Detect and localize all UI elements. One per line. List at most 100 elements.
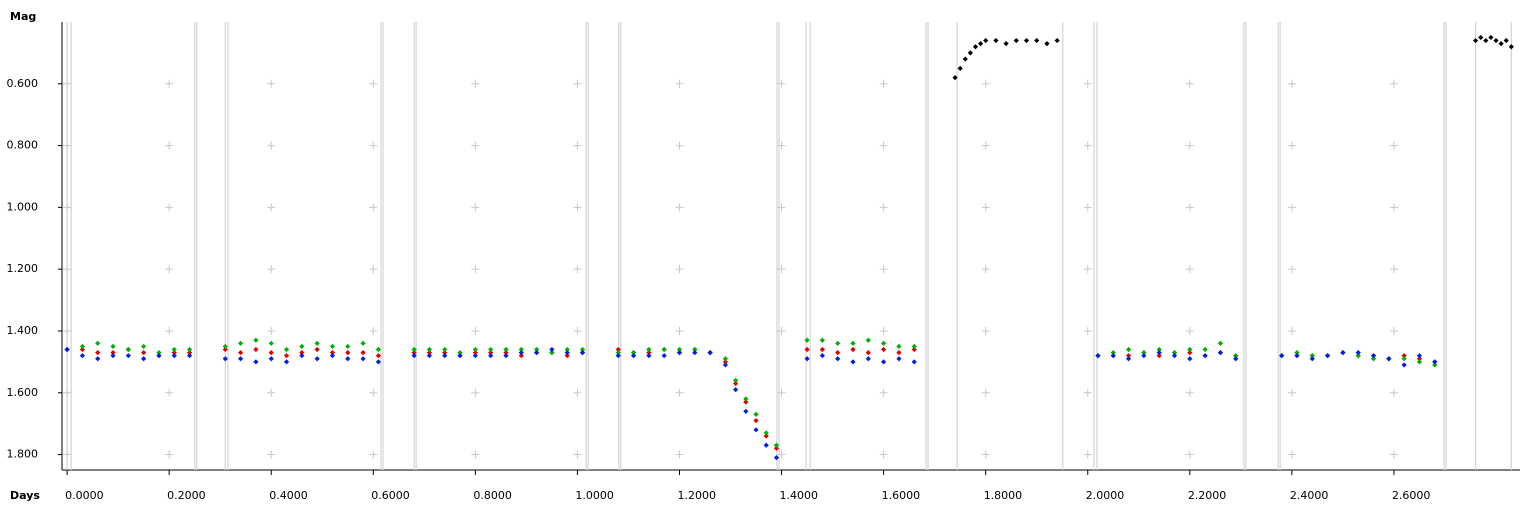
data-point (299, 353, 305, 359)
grid-marker (777, 265, 786, 274)
x-tick-label: 1.4000 (780, 489, 819, 502)
data-point (1044, 41, 1050, 47)
data-point (1125, 346, 1132, 353)
data-point (1217, 349, 1224, 356)
grid-marker (777, 388, 786, 397)
data-point (1294, 353, 1300, 359)
data-point (125, 346, 131, 353)
data-point (1508, 44, 1514, 50)
data-point (283, 346, 290, 353)
data-point (896, 356, 902, 362)
data-point (1355, 353, 1361, 359)
x-axis-label: Days (10, 489, 40, 502)
data-point (615, 349, 621, 356)
grid-marker (675, 141, 684, 150)
data-point (345, 356, 351, 362)
grid-marker (1389, 265, 1398, 274)
x-tick-label: 2.6000 (1392, 489, 1431, 502)
data-point (993, 37, 999, 44)
data-point (804, 346, 810, 353)
data-point (564, 346, 570, 353)
data-point (171, 349, 177, 356)
data-point (503, 353, 509, 359)
y-tick-label: 1.000 (7, 200, 39, 213)
grid-marker (1389, 141, 1398, 150)
data-point (488, 353, 494, 359)
data-point (1187, 349, 1193, 356)
x-tick-label: 1.6000 (882, 489, 921, 502)
data-point (426, 353, 433, 359)
grid-marker (879, 141, 888, 150)
data-point (110, 353, 116, 359)
data-point (534, 346, 540, 353)
data-point (503, 349, 509, 356)
data-point (411, 346, 417, 353)
data-point (1003, 41, 1009, 47)
data-point (773, 442, 780, 448)
data-point (329, 343, 336, 350)
data-point (314, 340, 320, 346)
data-point (692, 349, 698, 356)
grid-marker (1083, 326, 1092, 335)
data-point (1187, 356, 1193, 362)
data-point (472, 353, 478, 359)
data-point (488, 346, 494, 353)
data-point (1498, 41, 1504, 47)
grid-marker (165, 265, 174, 274)
data-point (722, 356, 729, 362)
data-point (222, 346, 228, 353)
data-point (95, 349, 101, 356)
grid-marker (1287, 450, 1296, 459)
data-point (850, 359, 856, 365)
data-point (865, 349, 871, 356)
data-point (1156, 346, 1162, 353)
data-point (1401, 353, 1407, 359)
data-point (1141, 353, 1147, 359)
grid-marker (267, 265, 276, 274)
data-point (411, 353, 417, 359)
data-point (753, 427, 759, 433)
data-point (967, 50, 973, 56)
data-point (911, 343, 917, 350)
grid-marker (1185, 265, 1194, 274)
data-point (1156, 349, 1162, 356)
x-tick-label: 2.2000 (1188, 489, 1227, 502)
data-point (186, 349, 193, 356)
data-point (1202, 353, 1208, 359)
grid-marker (675, 388, 684, 397)
grid-marker (981, 326, 990, 335)
grid-marker (369, 326, 378, 335)
data-point (238, 349, 244, 356)
x-tick-label: 1.8000 (984, 489, 1023, 502)
grid-marker (1083, 450, 1092, 459)
data-point (881, 346, 887, 353)
data-point (962, 56, 968, 62)
data-point (753, 417, 759, 424)
grid-marker (471, 141, 480, 150)
data-point (615, 346, 621, 353)
y-tick-label: 1.400 (7, 324, 39, 337)
data-point (488, 349, 494, 356)
data-point (1125, 353, 1132, 359)
data-point (171, 353, 177, 359)
data-point (171, 346, 177, 353)
data-point (850, 346, 856, 353)
data-point (1355, 349, 1361, 356)
data-point (1141, 349, 1147, 356)
data-point (268, 356, 274, 362)
data-point (1110, 349, 1116, 356)
data-point (141, 356, 147, 362)
grid-marker (879, 388, 888, 397)
grid-marker (63, 450, 72, 459)
data-point (345, 349, 351, 356)
grid-marker (675, 326, 684, 335)
data-point (957, 65, 963, 71)
data-point (819, 346, 825, 353)
data-point (253, 346, 259, 353)
grid-marker (471, 326, 480, 335)
grid-marker (1287, 141, 1296, 150)
grid-marker (573, 326, 582, 335)
data-point (743, 399, 749, 405)
grid-marker (1185, 203, 1194, 212)
grid-marker (369, 450, 378, 459)
